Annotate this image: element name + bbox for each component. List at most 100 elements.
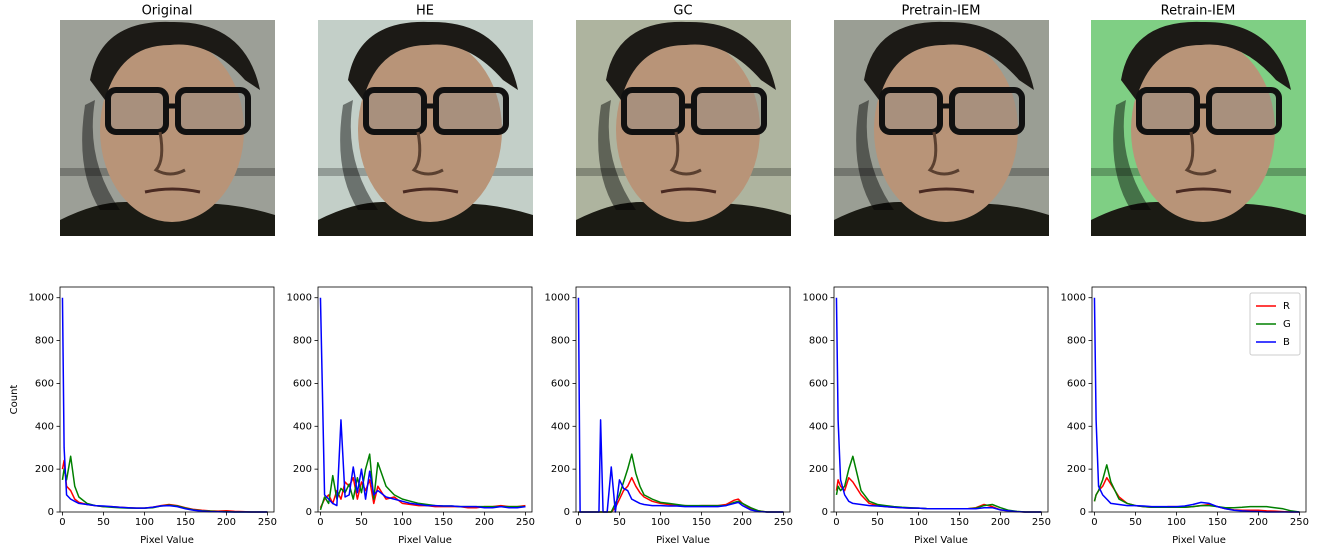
photo-row — [60, 20, 1306, 236]
histogram-panel: 0 50 100 150 200 250 0 200 400 600 800 1000 Pixel Va… — [545, 286, 793, 546]
channel-line — [835, 297, 1042, 513]
photo-original — [60, 20, 275, 236]
image-title: Retrain-IEM — [1161, 4, 1236, 19]
x-tick-label: 0 — [575, 517, 581, 528]
y-tick-label: 600 — [35, 378, 54, 389]
x-tick-label: 0 — [1091, 517, 1097, 528]
channel-line — [1093, 464, 1300, 513]
photo-retrain — [1091, 20, 1306, 236]
y-tick-label: 0 — [1080, 507, 1086, 518]
x-tick-label: 250 — [1032, 517, 1051, 528]
channel-line — [319, 297, 526, 509]
channel-line — [577, 297, 784, 513]
y-tick-label: 600 — [551, 378, 570, 389]
x-tick-label: 150 — [176, 517, 195, 528]
y-tick-label: 800 — [293, 336, 312, 347]
y-tick-label: 600 — [293, 378, 312, 389]
legend-label: B — [1283, 337, 1290, 348]
y-tick-label: 800 — [35, 336, 54, 347]
histogram-panel: 0 50 100 150 200 250 0 200 400 600 800 1000 Pixel Va… — [9, 286, 277, 546]
axes-frame — [575, 286, 791, 513]
y-tick-label: 600 — [809, 378, 828, 389]
x-tick-label: 100 — [393, 517, 412, 528]
y-tick-label: 800 — [551, 336, 570, 347]
x-tick-label: 100 — [909, 517, 928, 528]
x-tick-label: 150 — [950, 517, 969, 528]
histogram-panel: 0 50 100 150 200 250 0 200 400 600 800 1000 Pixel Va… — [1061, 286, 1309, 546]
y-tick-label: 0 — [564, 507, 570, 518]
photo-gc — [576, 20, 791, 236]
y-tick-label: 600 — [1067, 378, 1086, 389]
legend-label: G — [1283, 319, 1291, 330]
channel-line — [61, 455, 268, 513]
x-tick-label: 100 — [651, 517, 670, 528]
image-title: Pretrain-IEM — [902, 4, 981, 19]
y-tick-label: 1000 — [803, 293, 828, 304]
x-tick-label: 0 — [833, 517, 839, 528]
x-tick-label: 0 — [317, 517, 323, 528]
axes-frame — [59, 286, 275, 513]
x-tick-label: 200 — [991, 517, 1010, 528]
x-tick-label: 50 — [97, 517, 110, 528]
x-tick-label: 100 — [1167, 517, 1186, 528]
y-tick-label: 200 — [293, 464, 312, 475]
axes-frame — [1091, 286, 1307, 513]
x-tick-label: 200 — [217, 517, 236, 528]
legend: RGB — [1249, 292, 1301, 356]
axes-frame — [833, 286, 1049, 513]
y-tick-label: 400 — [809, 421, 828, 432]
x-axis-label: Pixel Value — [398, 535, 452, 546]
x-tick-label: 200 — [1249, 517, 1268, 528]
x-tick-label: 100 — [135, 517, 154, 528]
x-tick-label: 250 — [516, 517, 535, 528]
x-tick-label: 250 — [258, 517, 277, 528]
x-tick-label: 150 — [1208, 517, 1227, 528]
x-tick-label: 200 — [475, 517, 494, 528]
y-tick-label: 0 — [48, 507, 54, 518]
image-title: GC — [673, 4, 692, 19]
y-tick-label: 800 — [809, 336, 828, 347]
y-tick-label: 400 — [551, 421, 570, 432]
x-axis-label: Pixel Value — [914, 535, 968, 546]
x-tick-label: 150 — [434, 517, 453, 528]
y-tick-label: 800 — [1067, 336, 1086, 347]
histogram-panel: 0 50 100 150 200 250 0 200 400 600 800 1000 Pixel Va… — [803, 286, 1051, 546]
channel-line — [835, 476, 1042, 513]
y-tick-label: 200 — [809, 464, 828, 475]
x-tick-label: 150 — [692, 517, 711, 528]
y-tick-label: 400 — [35, 421, 54, 432]
y-tick-label: 200 — [1067, 464, 1086, 475]
x-tick-label: 0 — [59, 517, 65, 528]
x-tick-label: 200 — [733, 517, 752, 528]
x-tick-label: 50 — [355, 517, 368, 528]
histogram-panel: 0 50 100 150 200 250 0 200 400 600 800 1000 Pixel Va… — [287, 286, 535, 546]
y-tick-label: 0 — [306, 507, 312, 518]
y-tick-label: 0 — [822, 507, 828, 518]
x-axis-label: Pixel Value — [656, 535, 710, 546]
x-tick-label: 50 — [613, 517, 626, 528]
y-tick-label: 1000 — [1061, 293, 1086, 304]
y-tick-label: 1000 — [545, 293, 570, 304]
channel-line — [835, 455, 1042, 513]
y-tick-label: 200 — [35, 464, 54, 475]
x-axis-label: Pixel Value — [1172, 535, 1226, 546]
photo-pretrain — [834, 20, 1049, 236]
x-axis-label: Pixel Value — [140, 535, 194, 546]
x-tick-label: 250 — [1290, 517, 1309, 528]
y-tick-label: 400 — [1067, 421, 1086, 432]
y-axis-label: Count — [9, 385, 20, 415]
legend-label: R — [1283, 301, 1290, 312]
y-tick-label: 400 — [293, 421, 312, 432]
y-tick-label: 1000 — [29, 293, 54, 304]
channel-line — [61, 297, 268, 513]
x-tick-label: 50 — [1129, 517, 1142, 528]
image-title: HE — [416, 4, 434, 19]
y-tick-label: 1000 — [287, 293, 312, 304]
photo-he — [318, 20, 533, 236]
image-title: Original — [142, 4, 193, 19]
y-tick-label: 200 — [551, 464, 570, 475]
x-tick-label: 250 — [774, 517, 793, 528]
axes-frame — [317, 286, 533, 513]
x-tick-label: 50 — [871, 517, 884, 528]
